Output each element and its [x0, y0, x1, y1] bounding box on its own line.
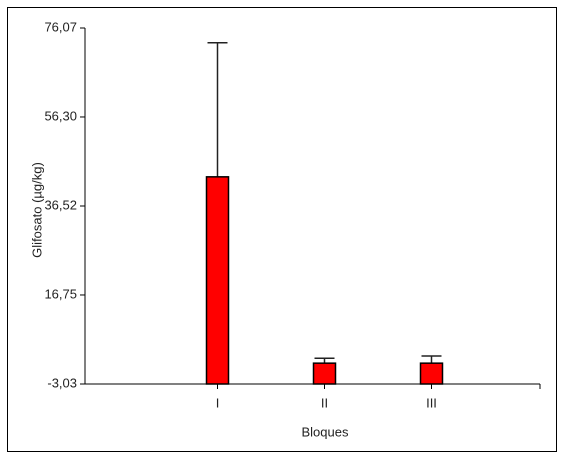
x-tick-label: I — [216, 395, 220, 410]
y-tick-label: 76,07 — [44, 19, 77, 34]
y-axis-label: Glifosato (µg/kg) — [29, 162, 44, 258]
y-tick-label: 36,52 — [44, 197, 77, 212]
y-tick-label: 16,75 — [44, 286, 77, 301]
y-tick-label: -3,03 — [47, 375, 77, 390]
x-tick-label: III — [426, 395, 437, 410]
bar — [312, 362, 337, 385]
x-axis-label: Bloques — [302, 424, 349, 439]
y-tick-label: 56,30 — [44, 108, 77, 123]
frame — [7, 7, 557, 452]
bar — [419, 362, 444, 385]
bar — [205, 176, 230, 385]
x-tick-label: II — [321, 395, 328, 410]
